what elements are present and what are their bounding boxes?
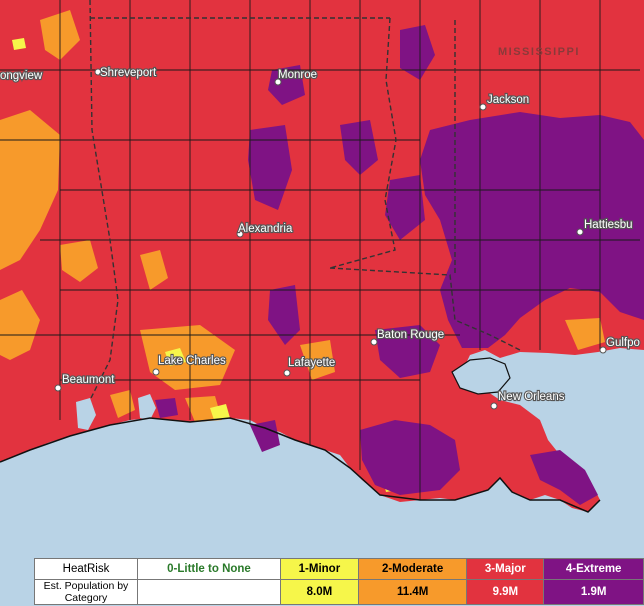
heatrisk-legend: HeatRisk 0-Little to None 1-Minor 2-Mode… xyxy=(34,558,644,605)
city-label: ongview xyxy=(0,70,43,82)
city-monroe: Monroe xyxy=(274,68,318,86)
legend-population-0 xyxy=(137,579,281,605)
city-new-orleans: New Orleans xyxy=(490,390,566,410)
state-boundaries xyxy=(89,0,521,401)
city-label: Hattiesbu xyxy=(584,219,633,231)
city-beaumont: Beaumont xyxy=(54,373,116,392)
city-label: Jackson xyxy=(487,94,529,106)
city-jackson: Jackson xyxy=(479,93,530,111)
city-label: Shreveport xyxy=(100,67,157,79)
city-label: Lake Charles xyxy=(158,355,226,367)
city-label: Gulfpo xyxy=(606,337,640,349)
city-label: Beaumont xyxy=(62,374,115,386)
legend-population-2: 11.4M xyxy=(357,579,468,605)
state-label-mississippi: MISSISSIPPI xyxy=(498,46,580,58)
coastline xyxy=(0,417,601,513)
city-longview: ongview xyxy=(0,69,44,83)
city-label: Alexandria xyxy=(238,223,293,235)
legend-population-1: 8.0M xyxy=(279,579,359,605)
legend-category-4: 4-Extreme xyxy=(543,558,644,580)
legend-category-row: HeatRisk 0-Little to None 1-Minor 2-Mode… xyxy=(34,558,644,580)
city-lafayette: Lafayette xyxy=(283,356,336,377)
city-label: Baton Rouge xyxy=(377,329,444,341)
legend-population-3: 9.9M xyxy=(466,579,545,605)
legend-category-2: 2-Moderate xyxy=(357,558,468,580)
lake-outline xyxy=(451,357,511,395)
city-alexandria: Alexandria xyxy=(236,222,294,238)
city-lake-charles: Lake Charles xyxy=(152,354,227,376)
city-shreveport: Shreveport xyxy=(94,66,158,80)
legend-category-3: 3-Major xyxy=(466,558,545,580)
city-gulfport: Gulfpo xyxy=(599,336,641,354)
legend-population-4: 1.9M xyxy=(543,579,644,605)
city-label: New Orleans xyxy=(498,391,565,403)
lake-pontchartrain xyxy=(452,358,510,394)
sabine-lake xyxy=(76,398,96,430)
county-boundaries xyxy=(0,0,640,500)
city-label: Monroe xyxy=(278,69,317,81)
city-hattiesburg: Hattiesbu xyxy=(576,218,634,236)
city-label: Lafayette xyxy=(288,357,335,369)
legend-population-label: Est. Population by Category xyxy=(34,579,138,605)
legend-category-1: 1-Minor xyxy=(279,558,359,580)
extreme-risk-areas xyxy=(155,25,644,505)
city-baton-rouge: Baton Rouge xyxy=(370,328,445,346)
legend-heatrisk-label: HeatRisk xyxy=(34,558,138,580)
legend-population-row: Est. Population by Category 8.0M 11.4M 9… xyxy=(34,579,644,605)
legend-category-0: 0-Little to None xyxy=(137,558,281,580)
calcasieu-lake xyxy=(138,394,156,420)
